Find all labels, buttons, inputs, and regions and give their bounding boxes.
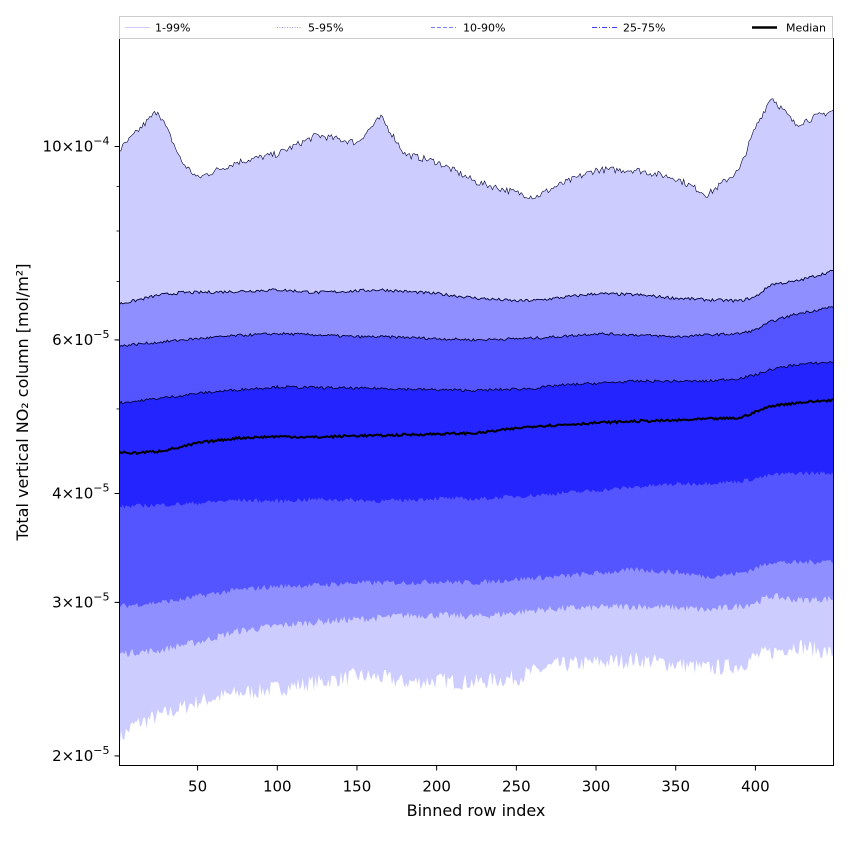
y-tick-label: 3×10−5 (52, 590, 109, 611)
legend-label: Median (786, 22, 826, 35)
band-25-75-upper-edge (119, 361, 834, 405)
x-axis: 50 100 150 200 250 300 350 400 (188, 765, 770, 796)
y-tick-label: 4×10−5 (52, 481, 109, 502)
x-tick-label: 300 (582, 778, 611, 796)
y-tick-label: 2×10−5 (52, 744, 109, 765)
legend-label: 1-99% (155, 22, 190, 35)
median-line (118, 398, 834, 456)
legend-label: 10-90% (463, 22, 505, 35)
band-5-95-upper-edge (119, 269, 834, 305)
x-tick-label: 150 (343, 778, 372, 796)
band-1-99-upper-edge (119, 98, 834, 200)
y-axis-title: Total vertical NO₂ column [mol/m²] (13, 264, 32, 542)
band-25-75-area (119, 361, 834, 509)
legend-label: 25-75% (623, 22, 665, 35)
x-tick-label: 250 (502, 778, 531, 796)
legend-box (119, 16, 833, 39)
y-tick-label: 10×10−4 (43, 134, 110, 155)
x-tick-label: 400 (741, 778, 770, 796)
y-axis: 2×10−5 3×10−5 4×10−5 6×10−5 10×10−4 (43, 134, 120, 765)
legend: 1-99% 5-95% 10-90% 25-75% Median (119, 16, 833, 39)
x-tick-label: 350 (661, 778, 690, 796)
band-10-90-upper-edge (119, 306, 834, 348)
x-tick-label: 50 (188, 778, 207, 796)
band-group (119, 98, 834, 748)
x-tick-label: 200 (422, 778, 451, 796)
y-tick-label: 6×10−5 (52, 328, 109, 349)
legend-label: 5-95% (308, 22, 343, 35)
band-edge-group (119, 98, 834, 405)
x-tick-label: 100 (263, 778, 292, 796)
x-axis-title: Binned row index (407, 801, 546, 820)
